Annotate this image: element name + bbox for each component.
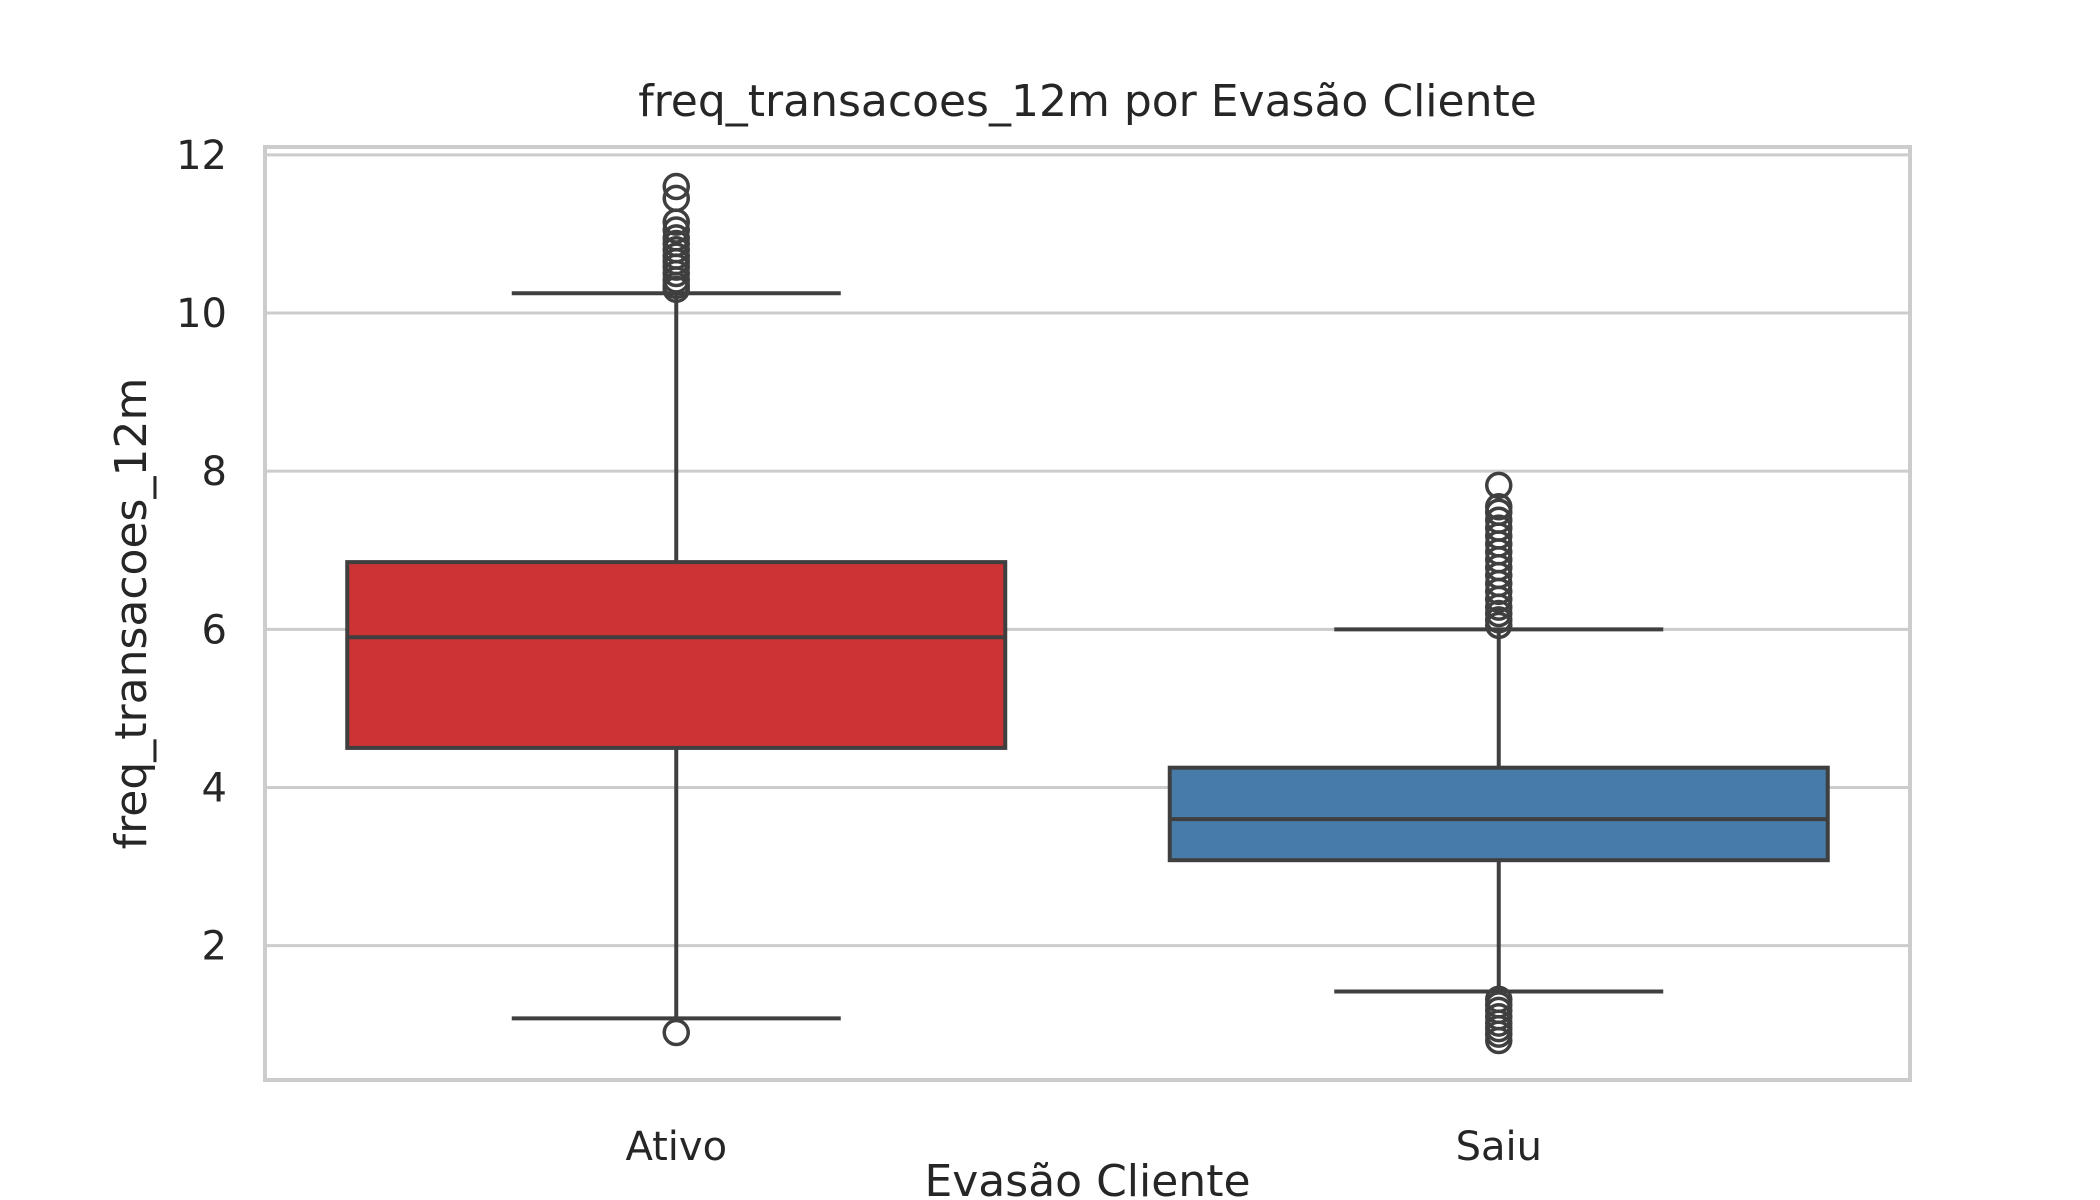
outlier-point <box>662 172 690 201</box>
y-tick-label: 8 <box>202 449 227 495</box>
box-iqr <box>1167 765 1830 863</box>
chart-title: freq_transacoes_12m por Evasão Cliente <box>638 76 1537 127</box>
outlier-point <box>1485 985 1513 1014</box>
outlier-point <box>1485 514 1513 542</box>
box-group <box>1167 471 1830 1055</box>
x-tick-label: Saiu <box>1456 1124 1542 1170</box>
box-iqr <box>345 560 1008 750</box>
outlier-point <box>662 216 690 244</box>
outlier-point <box>662 184 690 213</box>
plot-frame <box>263 145 1912 1082</box>
outlier-point <box>1485 493 1513 521</box>
outlier-point <box>662 1018 690 1047</box>
outlier-point <box>662 224 690 252</box>
y-tick-label: 12 <box>176 133 227 179</box>
y-axis-label: freq_transacoes_12m <box>106 378 157 850</box>
x-axis-label: Evasão Cliente <box>924 1156 1250 1200</box>
y-tick-labels: 2 4 6 8 10 12 <box>176 133 227 970</box>
boxes-layer <box>345 172 1830 1055</box>
x-tick-label: Ativo <box>625 1124 727 1170</box>
y-tick-label: 4 <box>202 765 227 811</box>
box-group <box>345 172 1008 1047</box>
y-tick-label: 6 <box>202 607 227 653</box>
outlier-point <box>1485 471 1513 500</box>
y-tick-label: 10 <box>176 291 227 337</box>
y-tick-label: 2 <box>202 924 227 970</box>
x-tick-labels: Ativo Saiu <box>625 1124 1541 1170</box>
outlier-point <box>1485 506 1513 534</box>
